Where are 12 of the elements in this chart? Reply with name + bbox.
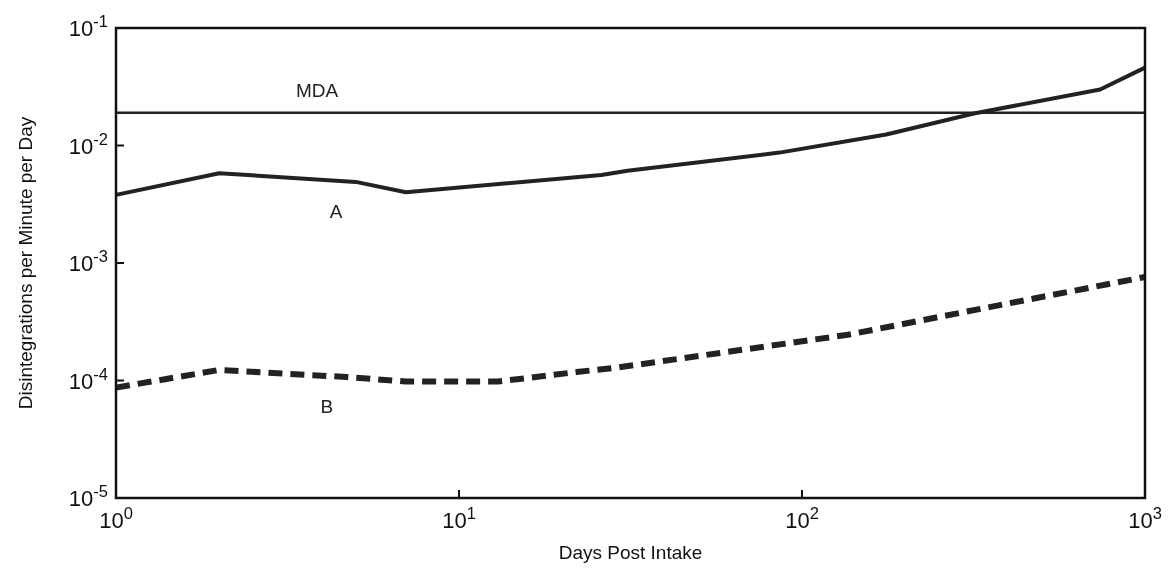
x-tick-label: 10$^{2}$ (785, 504, 819, 533)
y-tick-label: 10$^{-3}$ (68, 247, 108, 276)
y-tick-label: 10$^{-1}$ (68, 12, 108, 41)
y-tick-label: 10$^{-4}$ (68, 364, 108, 394)
series-label: A (329, 200, 343, 222)
x-tick-label: 10$^{3}$ (1128, 504, 1162, 533)
x-axis-title: Days Post Intake (558, 542, 703, 563)
y-tick-label: 10$^{-2}$ (68, 129, 108, 159)
ref-line-label: MDA (296, 79, 339, 101)
series-label: B (320, 396, 334, 418)
x-tick-label: 10$^{1}$ (442, 504, 476, 533)
y-axis-title: Disintegrations per Minute per Day (15, 116, 36, 410)
